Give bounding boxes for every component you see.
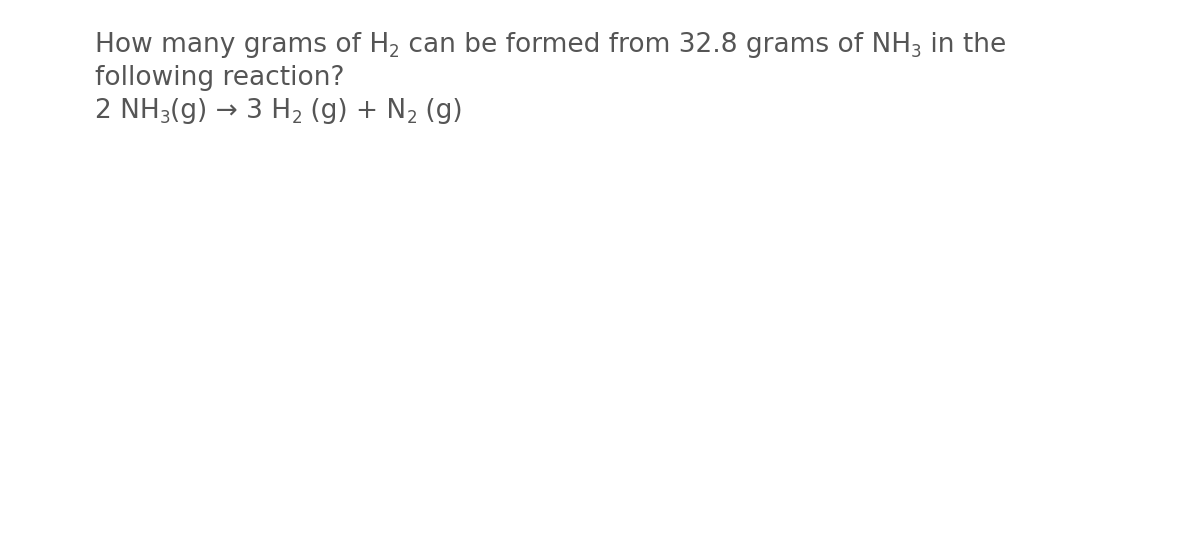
Text: 2: 2 [407, 109, 416, 127]
Text: following reaction?: following reaction? [95, 65, 344, 91]
Text: 2: 2 [389, 43, 400, 61]
Text: 3: 3 [911, 43, 922, 61]
Text: (g): (g) [416, 98, 462, 124]
Text: can be formed from 32.8 grams of NH: can be formed from 32.8 grams of NH [400, 32, 911, 58]
Text: (g) + N: (g) + N [302, 98, 407, 124]
Text: 2: 2 [292, 109, 302, 127]
Text: in the: in the [922, 32, 1006, 58]
Text: How many grams of H: How many grams of H [95, 32, 389, 58]
Text: (g) → 3 H: (g) → 3 H [170, 98, 292, 124]
Text: 2 NH: 2 NH [95, 98, 160, 124]
Text: 3: 3 [160, 109, 170, 127]
